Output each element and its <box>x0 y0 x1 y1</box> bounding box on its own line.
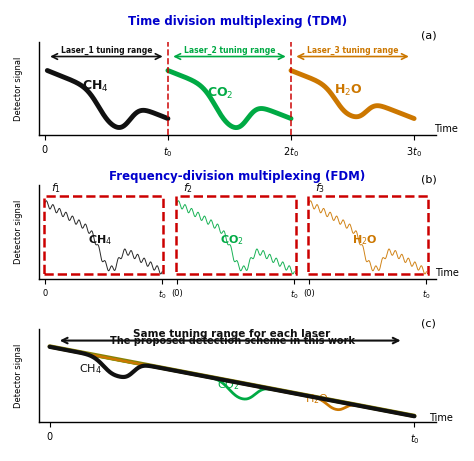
Text: Laser_2 tuning range: Laser_2 tuning range <box>184 46 275 55</box>
Text: CH$_4$: CH$_4$ <box>88 234 112 248</box>
Text: $f_3$: $f_3$ <box>315 181 326 195</box>
Title: Frequency-division multiplexing (FDM): Frequency-division multiplexing (FDM) <box>109 170 365 183</box>
Y-axis label: Detector signal: Detector signal <box>14 343 23 408</box>
Text: $f_2$: $f_2$ <box>183 181 193 195</box>
Text: Laser_1 tuning range: Laser_1 tuning range <box>61 46 152 55</box>
Text: Time: Time <box>434 124 458 134</box>
Text: (c): (c) <box>421 318 436 328</box>
Bar <box>308 196 428 273</box>
Text: CH$_4$: CH$_4$ <box>79 362 101 376</box>
Text: CO$_2$: CO$_2$ <box>207 86 234 101</box>
Text: Laser_3 tuning range: Laser_3 tuning range <box>307 46 398 55</box>
Text: $f_1$: $f_1$ <box>51 181 61 195</box>
Text: H$_2$O: H$_2$O <box>305 392 329 406</box>
Text: Time: Time <box>435 268 459 278</box>
Text: Same tuning range for each laser: Same tuning range for each laser <box>133 329 331 339</box>
Text: CH$_4$: CH$_4$ <box>82 79 109 94</box>
Text: Time: Time <box>429 413 453 423</box>
Text: The proposed detection scheme in this work: The proposed detection scheme in this wo… <box>109 336 355 346</box>
Title: Time division multiplexing (TDM): Time division multiplexing (TDM) <box>128 15 347 28</box>
Text: CO$_2$: CO$_2$ <box>218 378 240 391</box>
Text: (a): (a) <box>420 31 436 41</box>
Y-axis label: Detector signal: Detector signal <box>14 200 23 264</box>
Bar <box>44 196 164 273</box>
Text: H$_2$O: H$_2$O <box>334 83 363 98</box>
Bar <box>176 196 295 273</box>
Text: (b): (b) <box>420 174 436 184</box>
Text: H$_2$O: H$_2$O <box>352 234 378 248</box>
Text: CO$_2$: CO$_2$ <box>220 234 244 248</box>
Y-axis label: Detector signal: Detector signal <box>14 56 23 121</box>
